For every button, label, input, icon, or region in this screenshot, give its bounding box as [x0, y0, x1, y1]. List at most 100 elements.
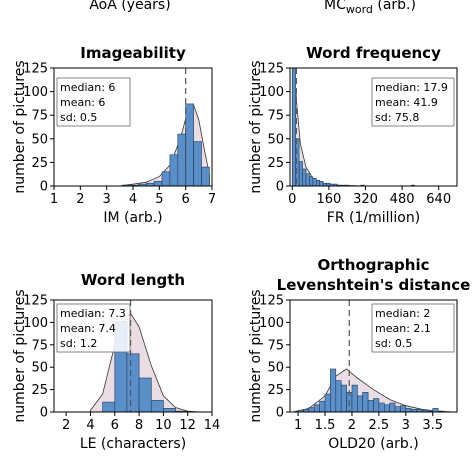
- header-tail: (arb.): [373, 0, 416, 13]
- histogram-bar: [356, 395, 363, 412]
- y-tick-label: 0: [276, 180, 284, 195]
- x-tick-label: 8: [135, 418, 143, 433]
- y-axis-label: number of pictures: [248, 60, 264, 193]
- histogram-bar: [335, 380, 342, 412]
- x-axis-label: LE (characters): [80, 436, 186, 452]
- x-axis-label: FR (1/million): [327, 210, 420, 226]
- histogram-bar: [193, 141, 202, 186]
- histogram-bar: [313, 404, 320, 412]
- histogram-bar: [305, 173, 310, 186]
- y-tick-label: 75: [31, 338, 48, 353]
- x-tick-label: 4: [129, 192, 137, 207]
- plot-area: [291, 68, 457, 186]
- x-tick-label: 3: [402, 418, 410, 433]
- column-header-aoa: AoA (years): [89, 0, 170, 13]
- histogram-bar: [102, 401, 116, 412]
- histogram-bar: [201, 166, 210, 186]
- histogram-bar: [291, 68, 296, 186]
- y-tick-label: 50: [267, 132, 284, 147]
- histogram-bar: [302, 168, 307, 186]
- histogram-bar: [394, 406, 401, 412]
- x-tick-label: 2: [348, 418, 356, 433]
- y-tick-label: 100: [23, 85, 48, 100]
- histogram-bar: [319, 400, 326, 412]
- y-tick-label: 125: [23, 62, 48, 77]
- histogram-bar: [405, 408, 412, 412]
- histogram-bar: [308, 407, 315, 412]
- histogram-bar: [153, 181, 163, 186]
- axes-frame: [289, 299, 458, 413]
- x-tick-label: 640: [426, 192, 451, 207]
- histogram-bar: [309, 176, 314, 186]
- x-tick-label: 320: [353, 192, 378, 207]
- y-tick-label: 75: [267, 338, 284, 353]
- x-tick-label: 5: [155, 192, 163, 207]
- y-tick-label: 25: [31, 156, 48, 171]
- y-tick-label: 75: [267, 109, 284, 124]
- stats-text: median: 6: [60, 81, 115, 94]
- y-axis-label: number of pictures: [12, 289, 28, 422]
- x-tick-label: 2: [62, 418, 70, 433]
- histogram-bar: [340, 384, 347, 412]
- stats-box: [56, 77, 131, 127]
- x-axis-label: OLD20 (arb.): [328, 436, 418, 452]
- histogram-bar: [373, 398, 380, 412]
- stats-text: sd: 1.2: [60, 337, 97, 350]
- y-tick-label: 50: [31, 361, 48, 376]
- stats-text: mean: 41.9: [375, 96, 438, 109]
- y-tick-label: 75: [31, 109, 48, 124]
- header-subscript: word: [346, 3, 373, 16]
- stats-text: median: 2: [375, 307, 430, 320]
- stats-text: mean: 7.4: [60, 322, 116, 335]
- stats-box: [371, 77, 455, 127]
- y-tick-label: 125: [23, 294, 48, 309]
- x-tick-label: 1: [50, 192, 58, 207]
- histogram-bar: [362, 391, 369, 412]
- x-axis-label: IM (arb.): [103, 210, 162, 226]
- stats-text: median: 7.3: [60, 307, 126, 320]
- x-tick-label: 6: [182, 192, 190, 207]
- stats-text: mean: 6: [60, 96, 105, 109]
- panel-3: 0 25 50 75 100 125 2 4 6 8 10 12 14 LE (characters) nu…: [12, 271, 220, 452]
- y-axis-label: number of pictures: [12, 60, 28, 193]
- histogram-bar: [330, 368, 337, 412]
- plot-area: [119, 68, 210, 186]
- stats-text: sd: 0.5: [375, 337, 412, 350]
- histogram-bar: [400, 405, 407, 412]
- stats-box: [371, 303, 455, 353]
- y-tick-label: 100: [259, 316, 284, 331]
- x-tick-label: 1: [294, 418, 302, 433]
- panel-1: 0 25 50 75 100 125 1 2 3 4 5 6 7 IM (arb.) number of p…: [12, 44, 216, 226]
- y-tick-label: 100: [259, 85, 284, 100]
- y-tick-label: 100: [23, 316, 48, 331]
- stats-box: [56, 303, 131, 353]
- panel-title: Word frequency: [306, 44, 441, 62]
- x-tick-label: 2: [76, 192, 84, 207]
- plot-area: [292, 300, 455, 412]
- y-tick-label: 125: [259, 62, 284, 77]
- x-tick-label: 4: [86, 418, 94, 433]
- x-tick-label: 7: [208, 192, 216, 207]
- histogram-bar: [312, 178, 317, 186]
- histogram-bar: [185, 103, 194, 186]
- x-tick-label: 3.5: [422, 418, 443, 433]
- histogram-bar: [351, 384, 358, 412]
- y-tick-label: 0: [276, 406, 284, 421]
- axes-frame: [289, 67, 458, 187]
- histogram-bar: [126, 353, 140, 412]
- stats-text: median: 17.9: [375, 81, 448, 94]
- stats-text: sd: 0.5: [60, 111, 97, 124]
- x-tick-label: 1.5: [315, 418, 336, 433]
- header-main: MC: [324, 0, 346, 13]
- histogram-bar: [315, 180, 320, 186]
- histogram-bar: [389, 402, 396, 412]
- panel-title: Word length: [81, 271, 185, 289]
- histogram-bar: [169, 154, 179, 186]
- x-tick-label: 2.5: [369, 418, 390, 433]
- x-tick-label: 3: [103, 192, 111, 207]
- panel-title: Imageability: [80, 44, 186, 62]
- y-tick-label: 125: [259, 294, 284, 309]
- panel-4: 0 25 50 75 100 125 1 1.5 2 2.5 3 3.5 OLD20 (arb.) num…: [248, 256, 470, 452]
- x-tick-label: 12: [179, 418, 196, 433]
